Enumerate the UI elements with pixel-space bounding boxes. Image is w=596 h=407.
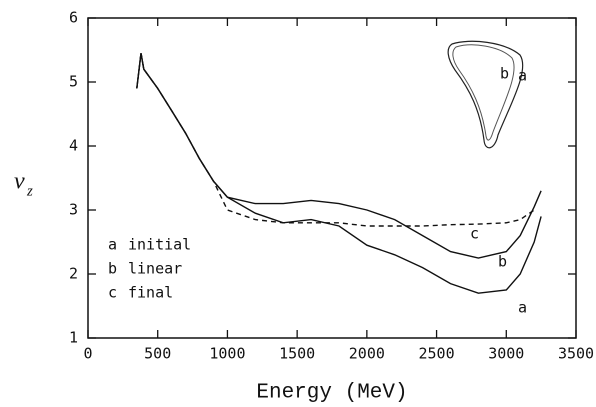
curve-label: a	[518, 299, 527, 317]
x-tick-label: 1000	[209, 345, 245, 363]
plot-frame	[87, 17, 577, 339]
x-tick-label: 2500	[419, 345, 455, 363]
x-tick-label: 3500	[558, 345, 594, 363]
curve-label: c	[470, 225, 479, 243]
legend-label: final	[128, 284, 173, 302]
y-tick-label: 5	[69, 73, 78, 91]
legend-label: linear	[128, 260, 182, 278]
y-axis-label: ν	[14, 169, 25, 195]
y-tick-label: 6	[69, 9, 78, 27]
y-tick-label: 1	[69, 329, 78, 347]
y-axis-label-subscript: z	[26, 183, 33, 199]
y-tick-label: 2	[69, 265, 78, 283]
legend-key: a	[108, 236, 117, 254]
line-series	[136, 53, 535, 227]
x-tick-label: 0	[83, 345, 92, 363]
y-tick-label: 3	[69, 201, 78, 219]
legend-key: b	[108, 260, 117, 278]
x-axis-label: Energy (MeV)	[256, 382, 407, 405]
inset-shape	[452, 44, 515, 141]
y-tick-label: 4	[69, 137, 78, 155]
x-tick-label: 3000	[488, 345, 524, 363]
line-series	[136, 53, 542, 259]
legend-key: c	[108, 284, 117, 302]
inset-label: b	[500, 65, 509, 83]
inset-label: a	[518, 67, 527, 85]
inset-shape	[447, 40, 524, 149]
curve-label: b	[498, 253, 507, 271]
legend-label: initial	[128, 236, 191, 254]
x-tick-label: 500	[144, 345, 171, 363]
x-tick-label: 2000	[349, 345, 385, 363]
x-tick-label: 1500	[279, 345, 315, 363]
